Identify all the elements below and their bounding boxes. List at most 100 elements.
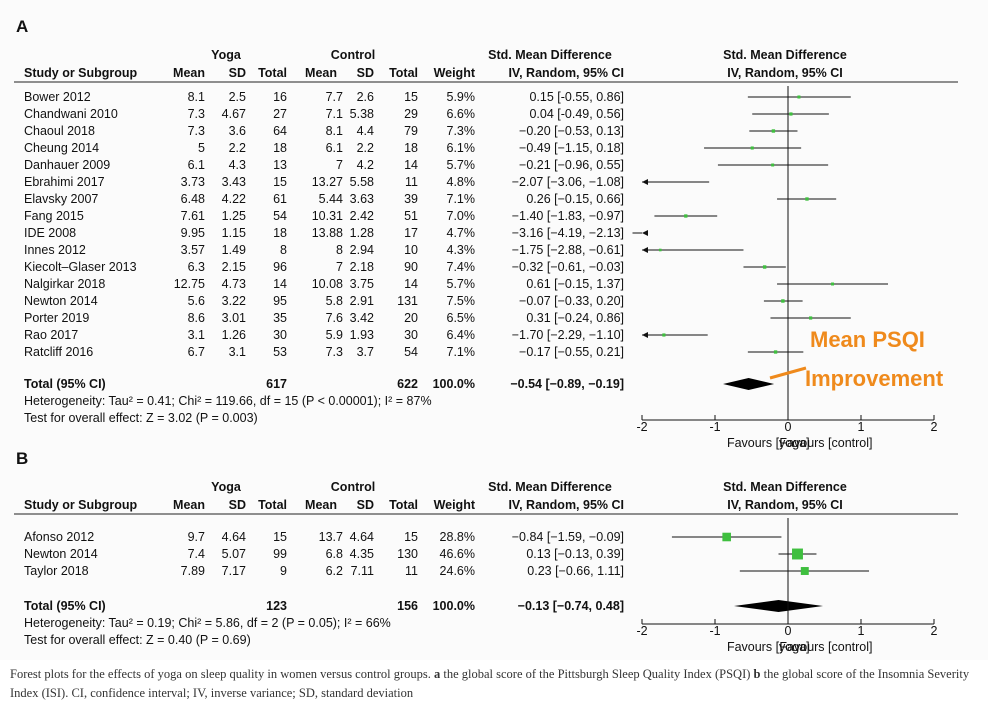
yoga-total: 30	[273, 328, 287, 342]
x-tick-label: -1	[709, 624, 720, 638]
col-header-ci: IV, Random, 95% CI	[508, 66, 624, 80]
control-sd: 5.58	[350, 175, 374, 189]
study-weight: 6.5%	[447, 311, 476, 325]
control-total: 29	[404, 107, 418, 121]
study-ci: 0.13 [−0.13, 0.39]	[526, 547, 624, 561]
study-name: Elavsky 2007	[24, 192, 98, 206]
study-name: Cheung 2014	[24, 141, 99, 155]
effect-marker	[762, 265, 767, 269]
heterogeneity-text: Heterogeneity: Tau² = 0.19; Chi² = 5.86,…	[24, 616, 391, 630]
control-total: 131	[397, 294, 418, 308]
control-total: 17	[404, 226, 418, 240]
effect-marker	[789, 112, 793, 116]
favours-left-label: Favours [yoga]	[727, 640, 810, 654]
yoga-sd: 3.6	[229, 124, 246, 138]
total-yoga-n: 123	[266, 599, 287, 613]
control-sd: 4.35	[350, 547, 374, 561]
yoga-total: 53	[273, 345, 287, 359]
col-header-control-total: Total	[389, 66, 418, 80]
yoga-mean: 12.75	[174, 277, 205, 291]
study-ci: −0.32 [−0.61, −0.03]	[512, 260, 624, 274]
caption-b-text: the global score of the Insomnia Severit…	[10, 667, 970, 700]
study-ci: 0.15 [-0.55, 0.86]	[529, 90, 624, 104]
study-weight: 46.6%	[440, 547, 475, 561]
study-name: Chaoul 2018	[24, 124, 95, 138]
total-control-n: 156	[397, 599, 418, 613]
total-ci: −0.13 [−0.74, 0.48]	[518, 599, 624, 613]
yoga-total: 18	[273, 141, 287, 155]
study-weight: 5.7%	[447, 277, 476, 291]
control-mean: 13.7	[319, 530, 343, 544]
total-label: Total (95% CI)	[24, 377, 106, 391]
yoga-total: 15	[273, 175, 287, 189]
ci-arrow-left	[642, 247, 648, 253]
total-weight: 100.0%	[433, 377, 475, 391]
study-ci: −0.20 [−0.53, 0.13]	[519, 124, 624, 138]
study-name: Porter 2019	[24, 311, 89, 325]
study-ci: 0.23 [−0.66, 1.11]	[527, 564, 624, 578]
effect-marker	[658, 248, 662, 252]
yoga-sd: 2.2	[229, 141, 246, 155]
control-mean: 5.44	[319, 192, 343, 206]
control-total: 10	[404, 243, 418, 257]
yoga-total: 54	[273, 209, 287, 223]
control-mean: 10.08	[312, 277, 343, 291]
yoga-sd: 4.22	[222, 192, 246, 206]
control-sd: 7.11	[351, 564, 374, 578]
control-sd: 4.4	[357, 124, 374, 138]
study-weight: 6.6%	[447, 107, 476, 121]
control-sd: 3.75	[350, 277, 374, 291]
annotation-arrow	[769, 366, 807, 380]
study-name: IDE 2008	[24, 226, 76, 240]
study-name: Afonso 2012	[24, 530, 94, 544]
control-total: 11	[405, 564, 418, 578]
col-header-control-sd: SD	[357, 66, 374, 80]
study-name: Chandwani 2010	[24, 107, 118, 121]
study-ci: −2.07 [−3.06, −1.08]	[512, 175, 624, 189]
control-total: 14	[404, 158, 418, 172]
plot-subheader: IV, Random, 95% CI	[727, 66, 843, 80]
x-tick-label: -1	[709, 420, 720, 434]
control-mean: 8	[336, 243, 343, 257]
study-name: Innes 2012	[24, 243, 86, 257]
control-sd: 2.42	[350, 209, 374, 223]
col-header-control-sd: SD	[357, 498, 374, 512]
x-tick-label: 1	[858, 624, 865, 638]
study-ci: 0.31 [−0.24, 0.86]	[526, 311, 624, 325]
control-mean: 10.31	[312, 209, 343, 223]
yoga-mean: 5	[198, 141, 205, 155]
yoga-total: 61	[273, 192, 287, 206]
study-name: Newton 2014	[24, 294, 98, 308]
yoga-mean: 9.95	[181, 226, 205, 240]
yoga-mean: 7.3	[188, 124, 205, 138]
study-name: Bower 2012	[24, 90, 91, 104]
yoga-sd: 4.64	[222, 530, 246, 544]
plot-header: Std. Mean Difference	[723, 480, 847, 494]
col-header-weight: Weight	[434, 66, 476, 80]
yoga-total: 14	[273, 277, 287, 291]
overall-effect-text: Test for overall effect: Z = 0.40 (P = 0…	[24, 633, 251, 647]
total-ci: −0.54 [−0.89, −0.19]	[510, 377, 624, 391]
control-total: 15	[404, 530, 418, 544]
yoga-mean: 3.1	[188, 328, 205, 342]
control-mean: 7.7	[326, 90, 343, 104]
effect-marker	[805, 197, 809, 201]
effect-marker	[797, 95, 801, 99]
control-total: 18	[404, 141, 418, 155]
yoga-sd: 4.3	[229, 158, 246, 172]
yoga-total: 27	[273, 107, 287, 121]
yoga-mean: 7.4	[188, 547, 205, 561]
annotation-line2: Improvement	[805, 366, 944, 391]
yoga-mean: 6.3	[188, 260, 205, 274]
effect-marker	[722, 532, 731, 542]
control-total: 14	[404, 277, 418, 291]
study-weight: 7.4%	[447, 260, 476, 274]
study-weight: 5.9%	[447, 90, 476, 104]
ci-arrow-left	[642, 230, 648, 236]
study-ci: 0.61 [−0.15, 1.37]	[526, 277, 624, 291]
effect-marker	[771, 129, 776, 133]
yoga-sd: 3.1	[229, 345, 246, 359]
group1-header: Yoga	[211, 48, 242, 62]
study-weight: 7.3%	[447, 124, 476, 138]
control-mean: 7.6	[326, 311, 343, 325]
